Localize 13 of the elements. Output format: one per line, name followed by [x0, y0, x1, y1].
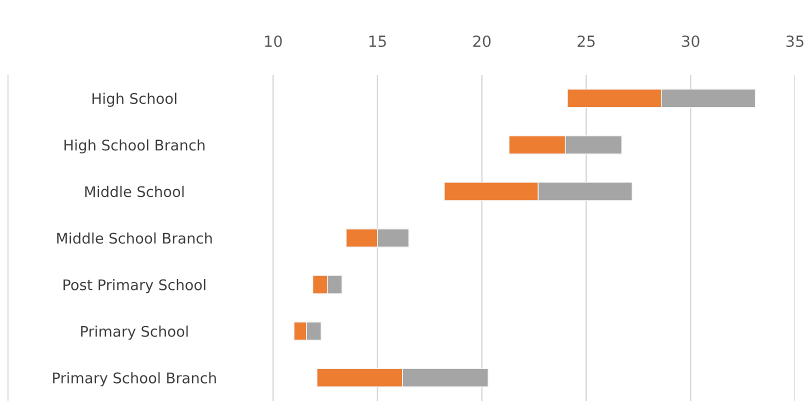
x-tick-label: 10 [265, 35, 282, 48]
y-tick-label: Primary School Branch [53, 372, 216, 386]
x-tick-label: 15 [369, 36, 386, 48]
x-tick-label: 20 [473, 35, 491, 48]
y-tick-label: Middle School Branch [57, 232, 212, 244]
y-tick-label: Primary School [81, 326, 188, 340]
y-tick-label: High School Branch [64, 139, 204, 154]
x-tick-label: 35 [786, 35, 804, 48]
x-tick-label: 25 [578, 35, 595, 48]
y-tick-label: High School [92, 92, 176, 107]
x-tick-label: 30 [682, 35, 700, 48]
y-tick-label: Middle School [85, 186, 184, 198]
y-tick-label: Post Primary School [64, 279, 206, 294]
